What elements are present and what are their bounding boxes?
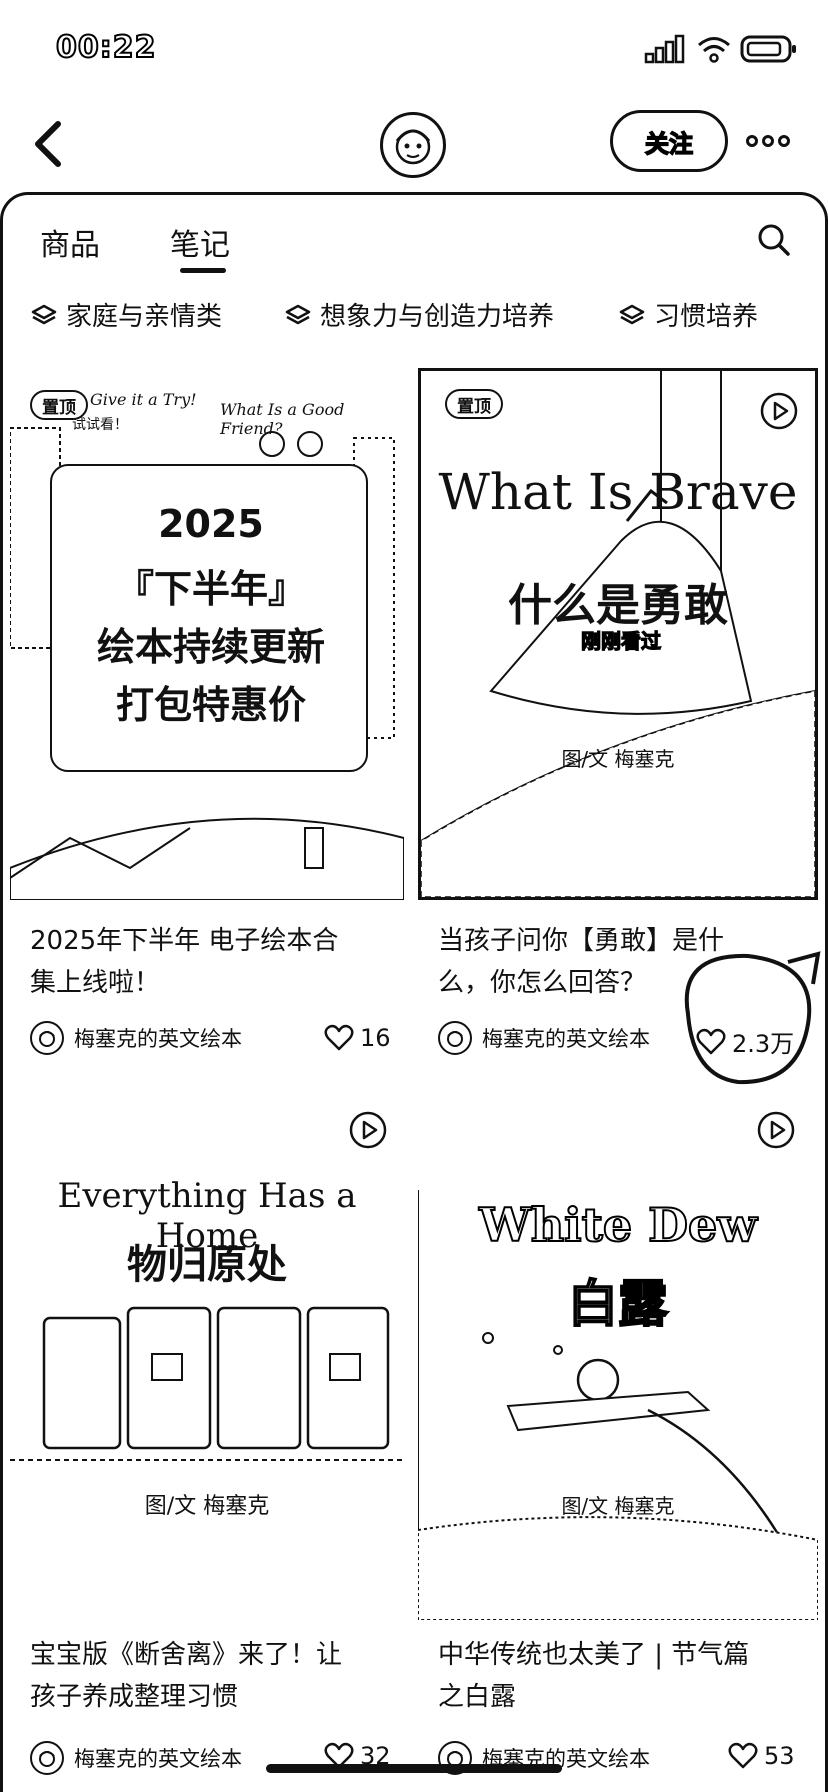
cover-illustration: [10, 1306, 404, 1461]
more-dot-icon: [746, 135, 758, 147]
active-tab-indicator: [180, 268, 226, 273]
tab-notes[interactable]: 笔记: [170, 228, 230, 263]
recently-viewed-badge: 刚刚看过: [580, 628, 661, 653]
cover-small-text: 试试看！: [72, 417, 128, 433]
note-title-line: 中华传统也太美了 | 节气篇: [438, 1640, 750, 1670]
search-icon: [758, 224, 790, 256]
chip-imagination[interactable]: 想象力与创造力培养: [284, 296, 554, 333]
video-play-icon: [760, 392, 798, 430]
note-author[interactable]: 梅塞克的英文绘本: [30, 1738, 242, 1778]
cover-title-cn: 物归原处: [127, 1242, 287, 1288]
cover-title-en: What Is Brave: [438, 463, 798, 521]
heart-icon: [324, 1024, 354, 1051]
author-name: 梅塞克的英文绘本: [74, 1027, 242, 1051]
chip-label: 想象力与创造力培养: [320, 302, 555, 332]
note-title[interactable]: 中华传统也太美了 | 节气篇 之白露: [438, 1634, 818, 1718]
cover-illustration: [418, 1190, 818, 1620]
heart-icon: [324, 1742, 354, 1769]
note-title-line: 之白露: [438, 1682, 517, 1712]
status-icons: [644, 34, 798, 64]
layers-icon: [619, 304, 645, 324]
chip-habits[interactable]: 习惯培养: [618, 296, 758, 333]
battery-icon: [740, 35, 796, 63]
more-dot-icon: [762, 135, 774, 147]
note-card-cover[interactable]: What Is Brave 什么是勇敢 刚刚看过 图/文 梅塞克 置顶: [418, 368, 818, 900]
pinned-badge: 置顶: [445, 389, 503, 419]
note-title-line: 2025年下半年 电子绘本合: [30, 926, 339, 956]
video-play-icon: [757, 1111, 795, 1149]
note-title-line: 集上线啦！: [30, 968, 161, 998]
status-bar: 00:22: [0, 0, 828, 96]
follow-button[interactable]: 关注: [610, 110, 728, 172]
author-avatar: [30, 1021, 64, 1055]
cover-title-en: Everything Has a Home: [57, 1176, 357, 1256]
cover-title-en: White Dew: [478, 1197, 758, 1253]
note-title[interactable]: 宝宝版《断舍离》来了！让 孩子养成整理习惯: [30, 1634, 400, 1718]
like-count: 2.3万: [732, 1030, 795, 1058]
tab-bar: 商品 笔记: [0, 192, 828, 282]
chip-label: 家庭与亲情类: [66, 302, 223, 332]
cover-line: 『下半年』: [115, 567, 306, 611]
note-title-line: 孩子养成整理习惯: [30, 1682, 239, 1712]
chip-family[interactable]: 家庭与亲情类: [30, 296, 222, 333]
status-time: 00:22: [55, 29, 157, 66]
layers-icon: [285, 304, 311, 324]
video-play-icon: [349, 1111, 387, 1149]
back-button[interactable]: [26, 118, 70, 170]
note-card-cover[interactable]: Give it a Try! 试试看！ What Is a Good Frien…: [10, 368, 404, 900]
author-name: 梅塞克的英文绘本: [482, 1027, 650, 1051]
more-options-button[interactable]: [746, 126, 796, 156]
cover-line: 2025: [158, 502, 264, 546]
note-card-cover[interactable]: Everything Has a Home 物归原处 图/文 梅塞克: [10, 1110, 404, 1630]
cover-line: 打包特惠价: [115, 683, 306, 727]
like-button[interactable]: 2.3万: [696, 1024, 794, 1059]
avatar[interactable]: [380, 112, 446, 178]
layers-icon: [31, 304, 57, 324]
note-author[interactable]: 梅塞克的英文绘本: [30, 1018, 242, 1058]
search-button[interactable]: [756, 222, 792, 258]
like-button[interactable]: 53: [728, 1742, 795, 1770]
profile-header: 关注: [0, 96, 828, 192]
author-name: 梅塞克的英文绘本: [74, 1747, 242, 1771]
avatar-face-icon: [395, 129, 431, 165]
more-dot-icon: [778, 135, 790, 147]
note-title-line: 宝宝版《断舍离》来了！让: [30, 1640, 343, 1670]
author-avatar: [438, 1021, 472, 1055]
cover-small-text: What Is a Good Friend?: [220, 400, 345, 438]
note-card-cover[interactable]: White Dew 白露 图/文 梅塞克: [418, 1110, 818, 1620]
signal-icon: [644, 34, 685, 64]
note-title-line: 么，你怎么回答？: [438, 968, 647, 998]
cover-title-cn: 什么是勇敢: [508, 580, 728, 631]
avatar-face-icon: [39, 1751, 55, 1767]
home-indicator[interactable]: [266, 1764, 562, 1773]
like-count: 16: [360, 1024, 391, 1052]
heart-icon: [728, 1742, 758, 1769]
cover-line: 绘本持续更新: [96, 625, 325, 669]
like-button[interactable]: 16: [324, 1024, 391, 1052]
cover-credit: 图/文 梅塞克: [144, 1494, 270, 1519]
author-avatar: [30, 1741, 64, 1775]
floating-ball-icon[interactable]: [668, 944, 828, 1094]
chevron-left-icon: [35, 121, 61, 167]
cover-credit: 图/文 梅塞克: [561, 747, 675, 771]
note-author[interactable]: 梅塞克的英文绘本: [438, 1018, 650, 1058]
avatar-face-icon: [447, 1031, 463, 1047]
cover-title-cn: 白露: [567, 1274, 669, 1334]
category-chips: 家庭与亲情类 想象力与创造力培养 习惯培养: [0, 296, 828, 340]
cover-credit: 图/文 梅塞克: [561, 1494, 675, 1518]
cover-small-text: Give it a Try!: [90, 390, 197, 409]
cover-illustration: [421, 371, 815, 897]
heart-icon: [696, 1028, 726, 1054]
tab-goods[interactable]: 商品: [40, 228, 100, 263]
wifi-icon: [698, 37, 730, 63]
note-title-line: 当孩子问你【勇敢】是什: [438, 926, 725, 956]
note-title[interactable]: 当孩子问你【勇敢】是什 么，你怎么回答？: [438, 920, 808, 1004]
pinned-badge: 置顶: [30, 390, 88, 420]
avatar-face-icon: [39, 1031, 55, 1047]
like-count: 53: [764, 1742, 795, 1770]
note-title[interactable]: 2025年下半年 电子绘本合 集上线啦！: [30, 920, 400, 1004]
chip-label: 习惯培养: [654, 302, 759, 332]
cover-overlay-panel: 2025 『下半年』 绘本持续更新 打包特惠价: [50, 464, 368, 772]
